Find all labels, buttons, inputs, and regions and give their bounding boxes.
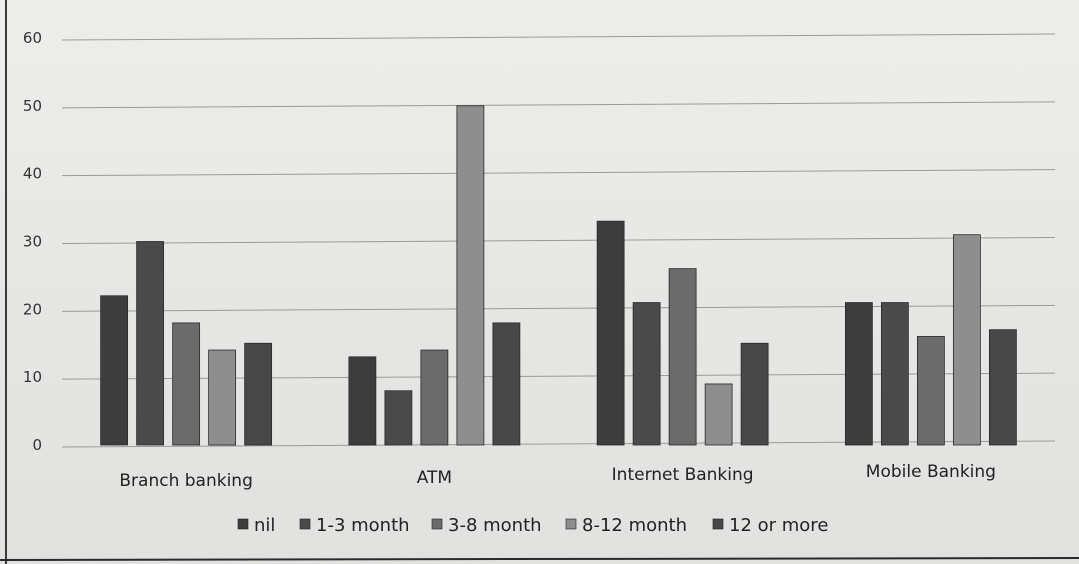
y-tick-label: 10 bbox=[23, 368, 42, 386]
category-label: Internet Banking bbox=[612, 465, 754, 485]
y-tick-label: 40 bbox=[23, 165, 42, 183]
bar-8-12-month-Mobile-Banking bbox=[952, 234, 981, 446]
bars bbox=[100, 105, 1017, 446]
legend-label: 1-3 month bbox=[316, 515, 410, 536]
y-tick-label: 30 bbox=[23, 233, 42, 251]
bar-12-or-more-ATM bbox=[492, 322, 521, 446]
bar-1-3-month-Internet-Banking bbox=[632, 302, 661, 446]
legend-label: 12 or more bbox=[729, 515, 828, 536]
bar-8-12-month-ATM bbox=[456, 105, 485, 446]
bar-12-or-more-Branch-banking bbox=[244, 342, 273, 446]
legend-swatch bbox=[299, 518, 311, 530]
y-tick-label: 60 bbox=[23, 29, 42, 47]
legend-swatch bbox=[237, 518, 249, 530]
bar-nil-ATM bbox=[348, 356, 377, 446]
frame-bottom-edge bbox=[0, 557, 1079, 561]
y-tick-label: 20 bbox=[23, 300, 42, 318]
y-tick-label: 50 bbox=[23, 97, 42, 115]
legend-label: nil bbox=[254, 515, 275, 536]
legend: nil 1-3 month 3-8 month 8-12 month 12 or mor… bbox=[237, 515, 828, 536]
bar-1-3-month-ATM bbox=[384, 390, 413, 446]
y-axis-ticks: 0 10 20 30 40 50 60 bbox=[23, 29, 42, 454]
bar-nil-Mobile-Banking bbox=[844, 302, 873, 446]
bar-12-or-more-Mobile-Banking bbox=[988, 329, 1017, 446]
category-label: Branch banking bbox=[119, 471, 253, 491]
gridline-40 bbox=[61, 169, 1056, 177]
gridline-60 bbox=[61, 33, 1056, 41]
legend-swatch bbox=[712, 518, 724, 530]
bar-12-or-more-Internet-Banking bbox=[740, 342, 769, 446]
bar-3-8-month-ATM bbox=[420, 349, 449, 446]
legend-swatch bbox=[431, 518, 443, 530]
y-tick-label: 0 bbox=[32, 436, 42, 454]
bar-3-8-month-Branch-banking bbox=[172, 322, 201, 446]
bar-1-3-month-Mobile-Banking bbox=[880, 302, 909, 446]
bar-nil-Branch-banking bbox=[100, 295, 129, 446]
bar-1-3-month-Branch-banking bbox=[136, 241, 165, 446]
bar-nil-Internet-Banking bbox=[596, 220, 625, 446]
legend-label: 3-8 month bbox=[448, 515, 542, 536]
gridline-50 bbox=[61, 101, 1056, 109]
legend-label: 8-12 month bbox=[582, 515, 687, 536]
gridline-30 bbox=[61, 237, 1056, 244]
bar-8-12-month-Internet-Banking bbox=[704, 383, 733, 446]
x-axis-categories: Branch banking ATM Internet Banking Mobile … bbox=[119, 462, 996, 491]
legend-swatch bbox=[565, 518, 577, 530]
bar-8-12-month-Branch-banking bbox=[208, 349, 237, 446]
category-label: Mobile Banking bbox=[866, 462, 996, 482]
category-label: ATM bbox=[417, 468, 452, 488]
bar-3-8-month-Internet-Banking bbox=[668, 268, 697, 446]
bar-3-8-month-Mobile-Banking bbox=[916, 336, 945, 446]
